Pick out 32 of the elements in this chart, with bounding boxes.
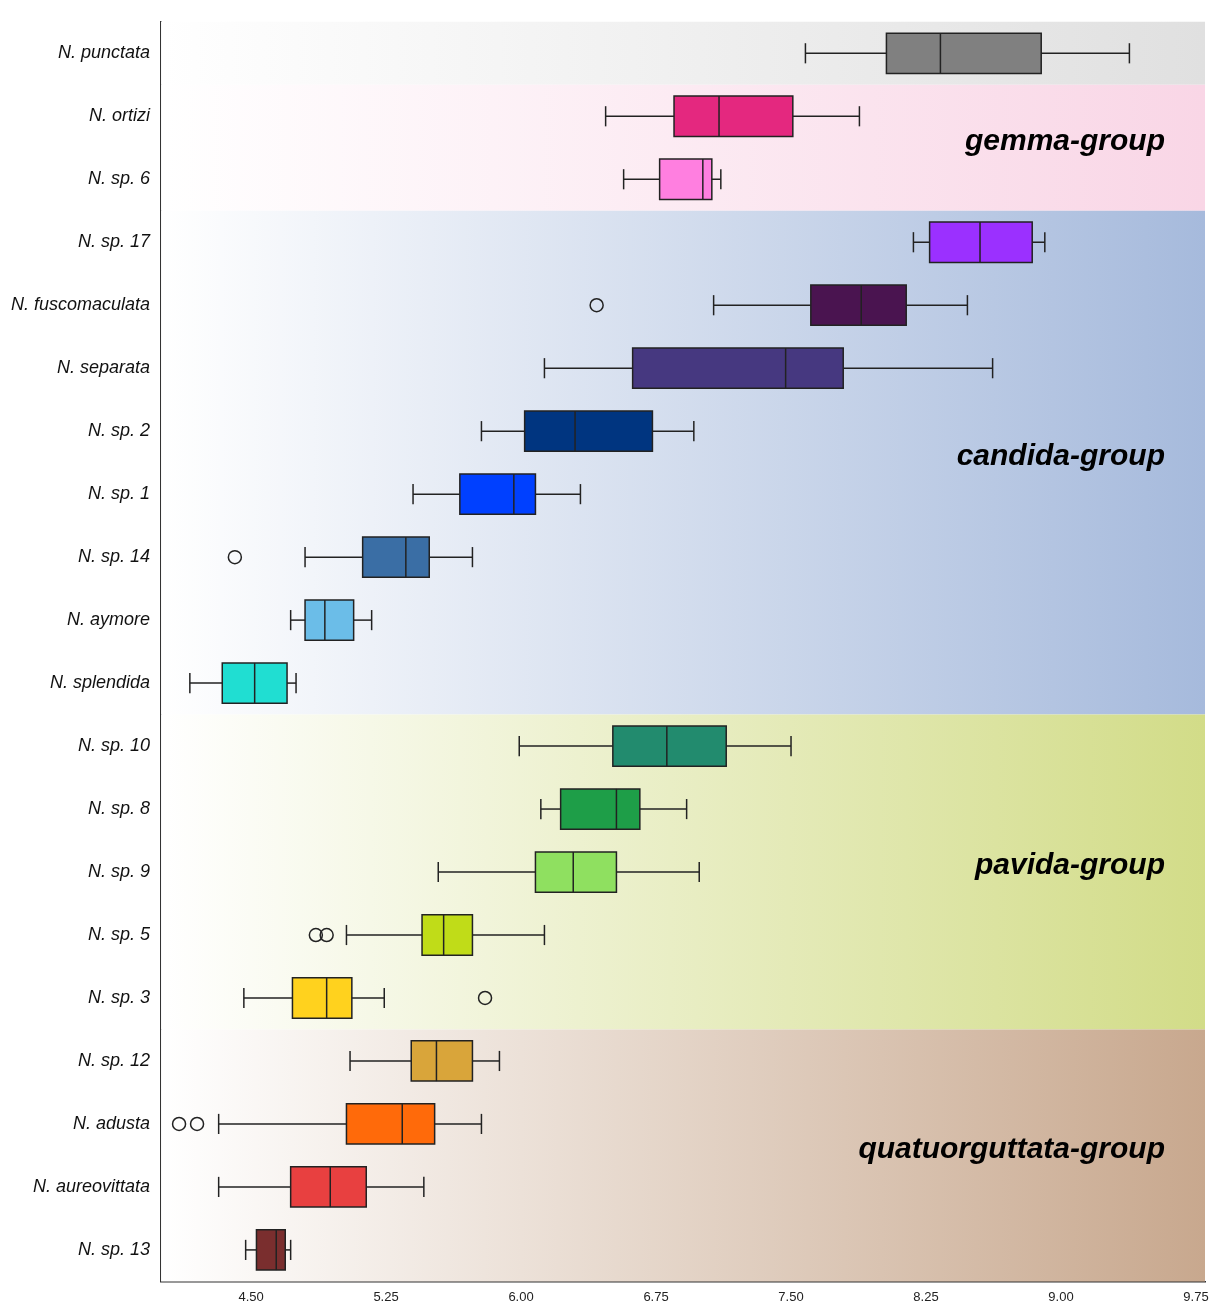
y-tick-label: N. sp. 5 xyxy=(88,924,152,945)
x-tick-label: 4.50 xyxy=(238,1288,264,1304)
y-tick-label: N. sp. 2 xyxy=(88,420,151,441)
x-tick-label: 6.75 xyxy=(643,1288,669,1304)
x-tick-label: 9.75 xyxy=(1183,1288,1209,1304)
x-tick-label: 9.00 xyxy=(1048,1288,1074,1304)
y-tick-label: N. sp. 14 xyxy=(78,546,151,567)
y-tick-label: N. sp. 17 xyxy=(78,231,152,252)
x-tick-label: 6.00 xyxy=(508,1288,534,1304)
band-label: pavida-group xyxy=(973,847,1165,881)
y-tick-label: N. sp. 1 xyxy=(88,483,151,504)
y-tick-label: N. sp. 8 xyxy=(88,798,151,819)
band-label: gemma-group xyxy=(963,123,1165,157)
y-tick-label: N. aureovittata xyxy=(33,1175,151,1196)
y-tick-label: N. sp. 10 xyxy=(78,735,151,756)
y-tick-label: N. sp. 6 xyxy=(88,168,152,189)
x-tick-label: 8.25 xyxy=(913,1288,939,1304)
band-label: candida-group xyxy=(956,437,1165,471)
y-tick-label: N. sp. 9 xyxy=(88,861,151,882)
y-tick-label: N. sp. 13 xyxy=(78,1238,151,1259)
y-tick-label: N. punctata xyxy=(58,42,151,63)
y-tick-label: N. splendida xyxy=(49,672,151,693)
y-tick-label: N. sp. 3 xyxy=(88,986,151,1007)
x-tick-label: 5.25 xyxy=(373,1288,399,1304)
y-tick-label: N. separata xyxy=(57,357,151,378)
y-tick-label: N. fuscomaculata xyxy=(11,294,151,315)
y-tick-label: N. adusta xyxy=(73,1112,151,1133)
band-label: quatuorguttata-group xyxy=(858,1130,1165,1164)
y-tick-label: N. ortizi xyxy=(89,105,152,126)
x-tick-label: 7.50 xyxy=(778,1288,804,1304)
y-tick-label: N. sp. 12 xyxy=(78,1049,151,1070)
y-tick-label: N. aymore xyxy=(67,609,151,630)
